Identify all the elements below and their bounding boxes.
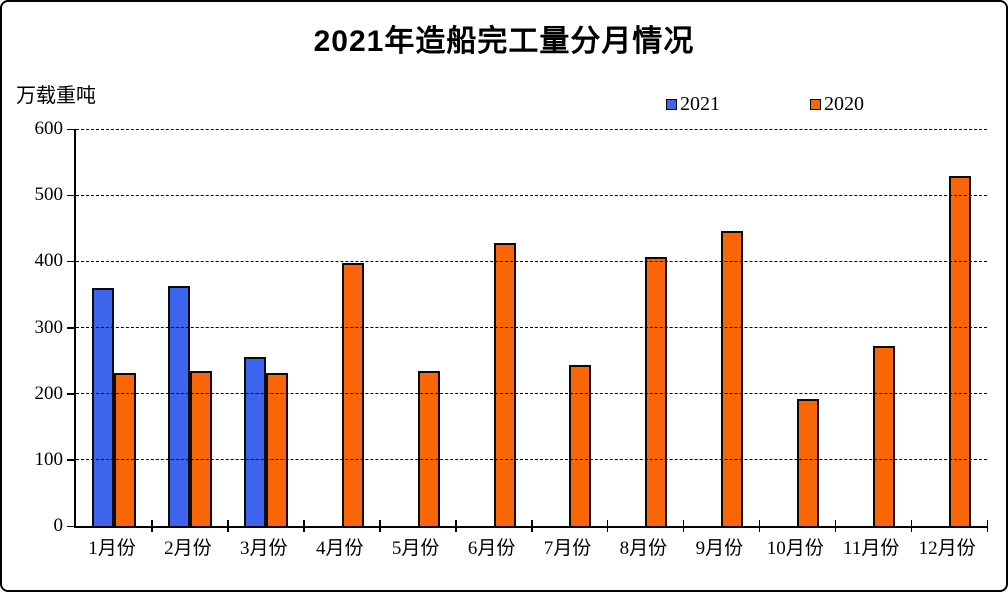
bar-2020-month-3 bbox=[265, 372, 288, 526]
x-axis-tick-9 bbox=[758, 520, 761, 532]
x-axis-tick-12 bbox=[986, 520, 989, 532]
bar-2020-month-11 bbox=[873, 346, 896, 526]
bar-2020-month-9 bbox=[721, 230, 744, 526]
x-axis-label-4: 4月份 bbox=[315, 538, 364, 559]
x-axis-label-9: 9月份 bbox=[695, 538, 744, 559]
bar-group-11 bbox=[835, 129, 913, 532]
y-axis-tick-600 bbox=[67, 128, 76, 130]
x-axis-label-2: 2月份 bbox=[164, 538, 212, 559]
x-axis-tick-5 bbox=[455, 520, 457, 532]
y-axis-label-400: 400 bbox=[34, 250, 64, 272]
x-axis-tick-2 bbox=[227, 520, 229, 532]
bar-group-5 bbox=[380, 129, 457, 532]
legend-label-2021: 2021 bbox=[680, 93, 720, 115]
y-axis-tick-200 bbox=[67, 393, 76, 395]
x-axis-tick-8 bbox=[682, 520, 685, 532]
bar-group-7 bbox=[532, 129, 609, 532]
x-axis-tick-10 bbox=[834, 520, 837, 532]
bar-2020-month-1 bbox=[113, 372, 136, 526]
y-axis-tick-400 bbox=[67, 260, 76, 263]
y-axis-label-100: 100 bbox=[34, 448, 64, 470]
gridline-400 bbox=[76, 260, 987, 262]
bar-2020-month-2 bbox=[189, 371, 212, 526]
x-axis-tick-7 bbox=[606, 520, 609, 532]
gridline-500 bbox=[76, 194, 987, 196]
gridline-600 bbox=[76, 128, 987, 130]
bar-group-3 bbox=[228, 129, 305, 532]
x-axis-tick-1 bbox=[151, 520, 153, 532]
y-axis-label-600: 600 bbox=[34, 118, 64, 139]
bar-2020-month-6 bbox=[493, 243, 516, 526]
legend-item-2020: 2020 bbox=[810, 94, 864, 114]
x-axis-label-10: 10月份 bbox=[766, 538, 824, 559]
x-axis-label-8: 8月份 bbox=[619, 538, 668, 559]
x-axis-label-12: 12月份 bbox=[918, 538, 976, 559]
y-axis-label-200: 200 bbox=[34, 382, 64, 404]
x-axis-tick-3 bbox=[303, 520, 305, 532]
bar-2020-month-8 bbox=[645, 256, 668, 526]
bar-2020-month-7 bbox=[569, 364, 592, 526]
bar-2021-month-1 bbox=[91, 287, 114, 526]
bar-group-12 bbox=[911, 129, 989, 532]
bar-group-6 bbox=[456, 129, 533, 532]
y-axis-tick-300 bbox=[67, 327, 76, 329]
x-axis-tick-6 bbox=[531, 520, 533, 532]
y-axis-label-300: 300 bbox=[34, 316, 64, 338]
bar-group-10 bbox=[759, 129, 837, 532]
y-axis-tick-100 bbox=[67, 459, 76, 461]
bar-2020-month-5 bbox=[417, 371, 440, 526]
legend-swatch-2020-icon bbox=[810, 98, 821, 110]
x-axis-tick-4 bbox=[379, 520, 381, 532]
bar-group-1 bbox=[76, 129, 153, 532]
x-axis-labels: 1月份 2月份 3月份 4月份 5月份 6月份 7月份 8月份 9月份 10月份 11月份 12月份 bbox=[74, 538, 985, 560]
y-axis-unit-label: 万载重吨 bbox=[16, 85, 96, 107]
x-axis-label-6: 6月份 bbox=[467, 538, 516, 559]
x-axis-tick-11 bbox=[910, 520, 913, 532]
legend-swatch-2021-icon bbox=[666, 98, 677, 110]
legend-label-2020: 2020 bbox=[824, 93, 864, 115]
x-axis-label-11: 11月份 bbox=[843, 538, 900, 559]
x-axis-label-3: 3月份 bbox=[240, 538, 288, 559]
chart-title: 2021年造船完工量分月情况 bbox=[313, 25, 695, 58]
bar-2020-month-4 bbox=[341, 262, 364, 526]
gridline-200 bbox=[76, 393, 987, 395]
bar-2020-month-10 bbox=[797, 398, 820, 526]
y-axis-tick-0 bbox=[67, 525, 76, 527]
x-axis-label-5: 5月份 bbox=[391, 538, 440, 559]
bar-group-8 bbox=[607, 129, 685, 532]
x-axis-label-7: 7月份 bbox=[543, 538, 592, 559]
legend-item-2021: 2021 bbox=[666, 94, 720, 114]
plot-area: 0 100 200 300 400 500 600 bbox=[35, 118, 989, 536]
bar-2020-month-12 bbox=[949, 175, 972, 526]
gridline-300 bbox=[76, 327, 987, 328]
bar-2021-month-2 bbox=[167, 286, 190, 526]
bar-group-2 bbox=[152, 129, 229, 532]
y-axis-label-0: 0 bbox=[53, 515, 64, 536]
y-axis-tick-500 bbox=[67, 194, 76, 197]
bar-2021-month-3 bbox=[243, 357, 266, 526]
gridline-100 bbox=[76, 459, 987, 461]
y-axis-label-500: 500 bbox=[34, 184, 64, 206]
bar-groups bbox=[76, 129, 989, 532]
x-axis-label-1: 1月份 bbox=[88, 538, 136, 559]
bar-group-9 bbox=[683, 129, 761, 532]
